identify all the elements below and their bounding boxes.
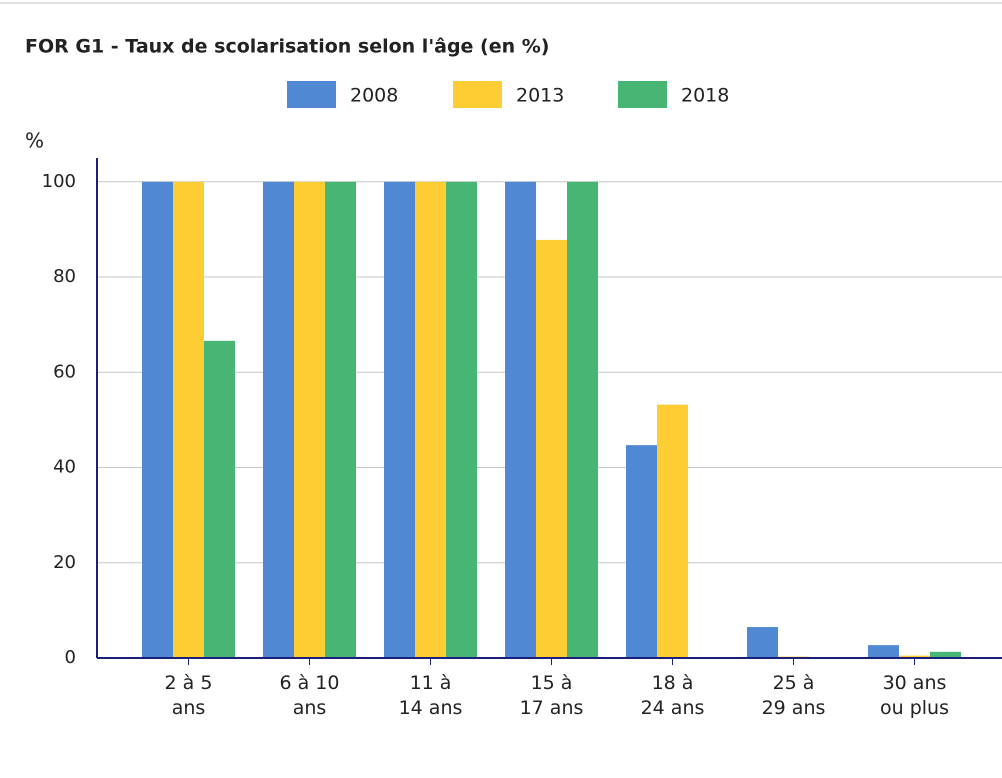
bar [173,181,204,659]
bar [657,404,688,658]
y-tick-label: 20 [53,552,76,573]
bar [325,181,356,659]
y-tick-label: 0 [65,647,76,668]
bar [567,181,598,659]
y-tick-label: 40 [53,457,76,478]
x-tick-label: 30 ans ou plus [880,672,949,719]
x-tick-label: 15 à 17 ans [519,672,584,719]
y-axis-label: % [25,129,44,153]
bar [415,181,446,659]
x-tick-label: 25 à 29 ans [761,672,826,719]
bar [536,239,567,658]
bar [505,181,536,659]
bar [446,181,477,659]
bar [747,627,778,658]
bar [384,181,415,659]
legend-swatch [618,81,667,108]
legend-swatch [287,81,336,108]
bar [899,655,930,658]
y-tick-label: 100 [42,171,76,192]
y-tick-label: 60 [53,361,76,382]
legend-label: 2018 [681,85,729,107]
x-tick-label: 18 à 24 ans [640,672,705,719]
x-tick-label: 11 à 14 ans [398,672,463,719]
bar [626,445,657,658]
y-tick-label: 80 [53,266,76,287]
x-tick-label: 6 à 10 ans [279,672,340,719]
x-tick-label: 2 à 5 ans [164,672,213,719]
bar [263,181,294,659]
bar [868,645,899,658]
legend-label: 2008 [350,85,398,107]
bar [142,181,173,659]
legend-swatch [453,81,502,108]
bar [204,340,235,658]
chart-title: FOR G1 - Taux de scolarisation selon l'â… [25,36,550,58]
legend-label: 2013 [516,85,564,107]
bar [294,181,325,659]
bar [930,651,961,658]
